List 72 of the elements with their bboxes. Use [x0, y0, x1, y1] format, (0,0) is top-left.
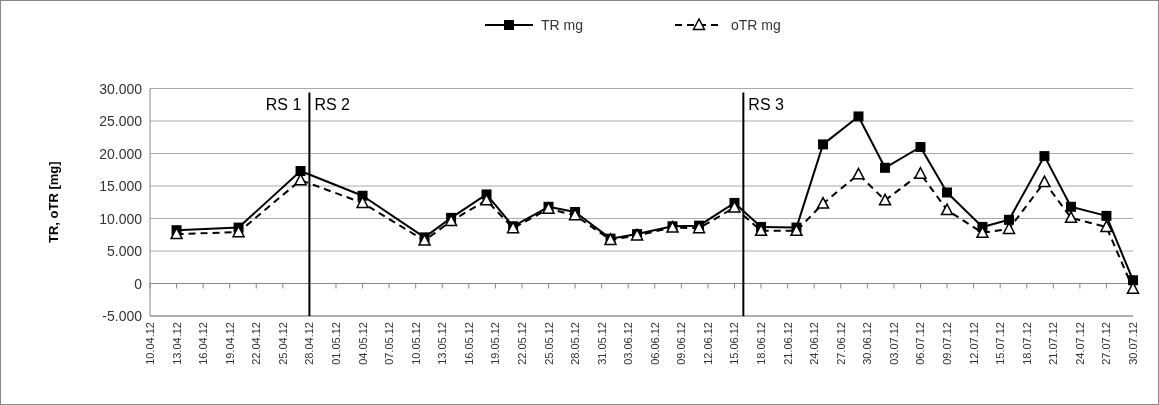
x-tick-label: 07.05.12 — [383, 322, 396, 365]
x-tick-label: 30.06.12 — [861, 322, 874, 365]
x-tick-label: 27.06.12 — [834, 322, 847, 365]
y-tick-label: 15.000 — [99, 178, 143, 194]
point — [1002, 222, 1016, 235]
x-tick-label: 12.06.12 — [701, 322, 714, 365]
x-tick-label: 15.06.12 — [728, 322, 741, 365]
annotation: RS 1 — [265, 95, 302, 113]
point — [942, 187, 953, 198]
x-tick-label: 31.05.12 — [595, 322, 608, 365]
x-tick-label: 09.07.12 — [941, 322, 954, 365]
x-tick-label: 25.04.12 — [276, 322, 289, 365]
x-tick-label: 28.04.12 — [303, 322, 316, 365]
x-tick-label: 16.04.12 — [197, 322, 210, 365]
x-tick-label: 12.07.12 — [967, 322, 980, 365]
point — [914, 166, 927, 179]
x-tick-label: 15.07.12 — [994, 322, 1007, 365]
point — [940, 203, 954, 216]
x-tick-label: 10.05.12 — [409, 322, 422, 365]
x-tick-label: 30.07.12 — [1127, 322, 1139, 365]
ref-line-label: RS 2 — [314, 95, 351, 113]
point — [852, 167, 865, 180]
x-tick-label: 24.06.12 — [808, 322, 821, 365]
x-tick-label: 03.06.12 — [622, 322, 635, 365]
y-tick-label: 10.000 — [99, 210, 143, 227]
x-tick-label: 27.07.12 — [1100, 322, 1113, 365]
x-tick-label: 18.06.12 — [755, 322, 768, 365]
x-tick-label: 13.05.12 — [436, 322, 449, 365]
x-tick-label: 09.06.12 — [675, 322, 688, 365]
y-tick-label: 25.000 — [99, 113, 143, 129]
y-axis-title: TR, oTR [mg] — [46, 161, 61, 244]
point — [915, 142, 926, 152]
point — [816, 196, 830, 209]
point — [1039, 151, 1050, 162]
x-tick-label: 21.07.12 — [1047, 322, 1060, 365]
point — [1101, 210, 1112, 221]
x-tick-label: 22.05.12 — [515, 322, 528, 365]
x-tick-label: 16.05.12 — [462, 322, 475, 365]
y-tick-label: 30.000 — [99, 80, 143, 97]
x-tick-label: 28.05.12 — [569, 322, 582, 365]
x-tick-label: 22.04.12 — [250, 322, 263, 365]
ref-line-label: RS 3 — [748, 95, 785, 113]
x-tick-label: 19.04.12 — [223, 322, 236, 365]
x-tick-label: 03.07.12 — [887, 322, 900, 365]
x-tick-label: 01.05.12 — [329, 322, 342, 365]
x-tick-label: 25.05.12 — [542, 322, 555, 365]
x-tick-label: 21.06.12 — [781, 322, 794, 365]
point — [295, 166, 306, 177]
y-tick-label: 20.000 — [99, 145, 143, 162]
point — [1064, 211, 1078, 224]
x-tick-label: 10.04.12 — [144, 322, 156, 365]
x-tick-label: 13.04.12 — [170, 322, 183, 365]
legend-label: TR mg — [541, 17, 583, 33]
y-tick-label: 0 — [134, 275, 143, 292]
point — [878, 193, 892, 206]
point — [1038, 175, 1051, 188]
x-tick-label: 06.06.12 — [648, 322, 661, 365]
point — [853, 111, 864, 122]
legend-label: oTR mg — [731, 17, 781, 33]
point — [1066, 201, 1077, 212]
point — [1100, 220, 1113, 233]
x-tick-label: 19.05.12 — [489, 322, 502, 365]
x-tick-label: 06.07.12 — [914, 322, 927, 365]
y-tick-label: -5.000 — [102, 308, 143, 324]
x-tick-label: 04.05.12 — [356, 322, 369, 365]
point — [754, 224, 768, 237]
point — [1004, 214, 1015, 225]
point — [880, 162, 891, 173]
y-tick-label: 5.000 — [106, 243, 143, 259]
x-tick-label: 18.07.12 — [1020, 322, 1033, 365]
x-tick-label: 24.07.12 — [1073, 322, 1086, 365]
point — [818, 139, 829, 150]
